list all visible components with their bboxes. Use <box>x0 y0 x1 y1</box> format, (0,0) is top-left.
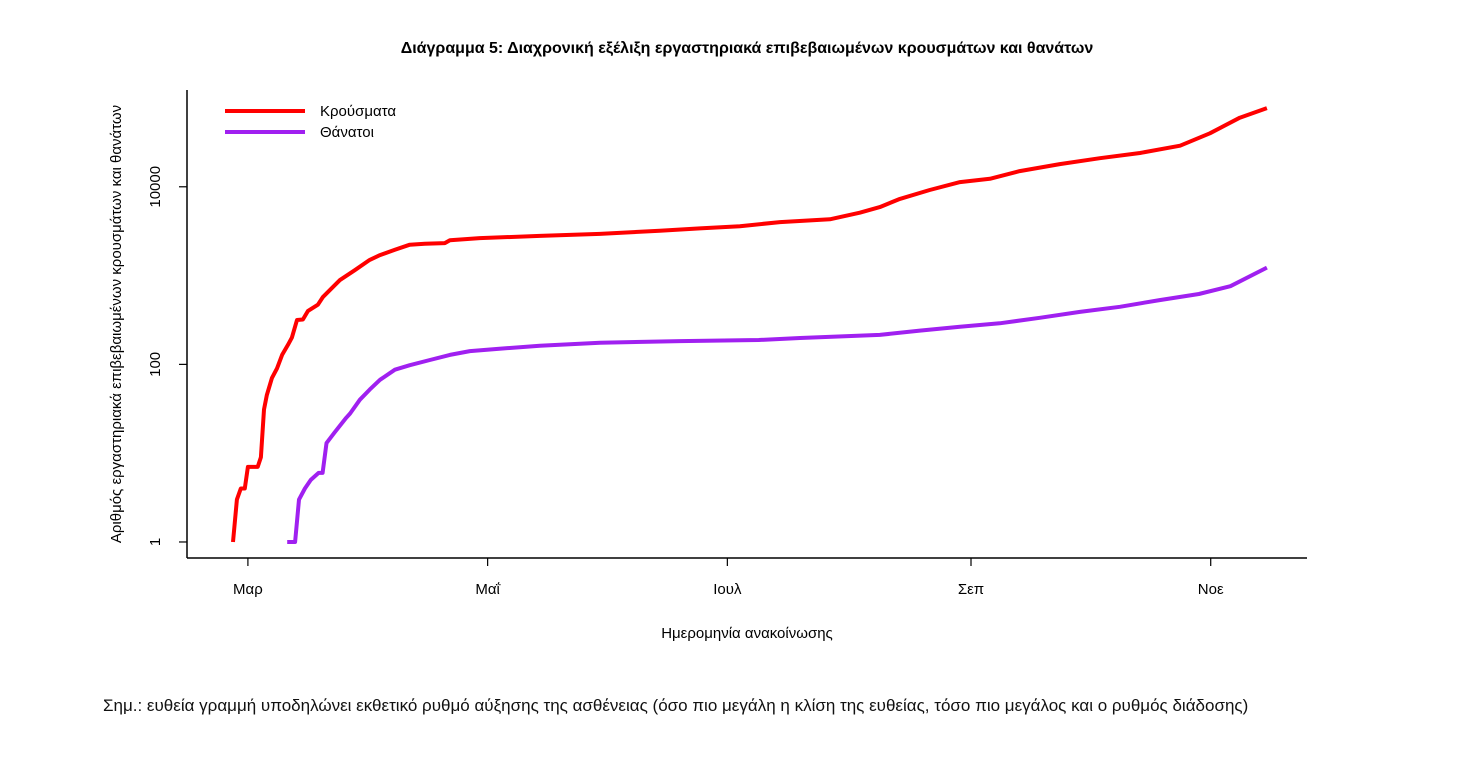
y-tick-label: 10000 <box>147 166 164 208</box>
series-line-cases <box>231 106 1268 543</box>
x-axis-label: Ημερομηνία ανακοίνωσης <box>661 625 833 642</box>
y-tick-label: 1 <box>147 538 164 546</box>
x-tick-label: Μαρ <box>233 581 263 598</box>
series-line-deaths <box>287 265 1268 544</box>
x-tick-label: Ιουλ <box>713 581 742 598</box>
x-tick-label: Μαΐ <box>475 581 500 598</box>
y-tick-label: 100 <box>147 352 164 377</box>
x-tick-label: Νοε <box>1198 581 1224 598</box>
y-axis-label: Αριθμός εργαστηριακά επιβεβαιωμένων κρου… <box>108 105 125 543</box>
legend-label-cases: Κρούσματα <box>320 103 396 120</box>
footnote: Σημ.: ευθεία γραμμή υποδηλώνει εκθετικό … <box>103 696 1249 715</box>
x-tick-label: Σεπ <box>958 581 984 598</box>
chart-title: Διάγραμμα 5: Διαχρονική εξέλιξη εργαστηρ… <box>401 40 1094 57</box>
legend: Κρούσματα Θάνατοι <box>225 103 396 141</box>
legend-label-deaths: Θάνατοι <box>320 124 374 141</box>
